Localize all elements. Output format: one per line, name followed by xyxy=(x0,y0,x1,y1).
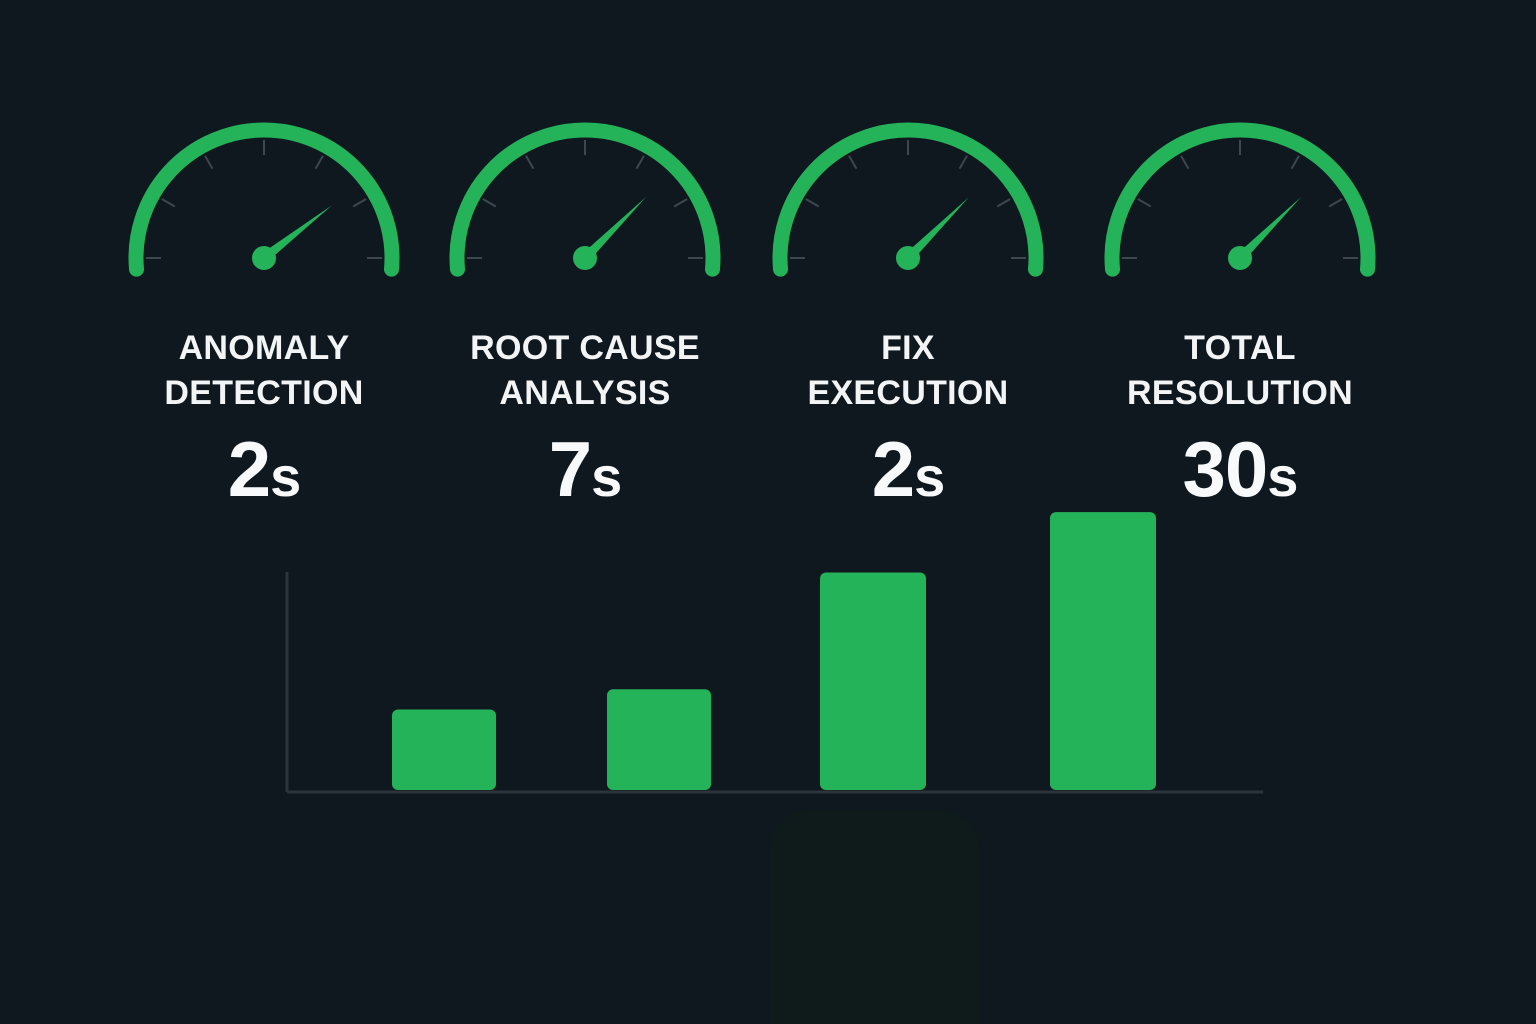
speedometer-icon xyxy=(449,122,721,277)
metric-value: 7s xyxy=(548,425,623,513)
metric-label: FIX EXECUTION xyxy=(807,329,1009,412)
background-silhouette xyxy=(770,810,980,1024)
gauge-card-root-cause-analysis: ROOT CAUSE ANALYSIS 7s xyxy=(435,118,735,520)
metric-value: 30s xyxy=(1182,425,1299,513)
gauge-tick xyxy=(1180,155,1190,170)
gauge-tick xyxy=(352,198,367,208)
speedometer-icon xyxy=(1104,122,1376,277)
gauge-tick xyxy=(1137,198,1152,208)
metric-label: ANOMALY DETECTION xyxy=(164,329,364,412)
gauge-tick xyxy=(1290,155,1300,170)
gauge-tick xyxy=(673,198,688,208)
gauge-tick xyxy=(805,198,820,208)
gauge-hub xyxy=(252,246,276,270)
bar xyxy=(392,709,496,790)
gauge-tick xyxy=(958,155,968,170)
gauge-arc xyxy=(1104,122,1376,277)
bar xyxy=(820,572,926,790)
bar-series xyxy=(392,512,1156,790)
gauge-tick xyxy=(161,198,176,208)
gauge-tick xyxy=(848,155,858,170)
gauge-hub xyxy=(573,246,597,270)
metric-value: 2s xyxy=(871,425,946,513)
gauge-tick xyxy=(482,198,497,208)
gauge-tick xyxy=(1328,198,1343,208)
gauge-needle xyxy=(1236,197,1301,262)
gauge-arc xyxy=(449,122,721,277)
gauge-arc xyxy=(128,122,400,277)
speedometer-icon xyxy=(772,122,1044,277)
gauge-hub xyxy=(1228,246,1252,270)
gauge-card-total-resolution: TOTAL RESOLUTION 30s xyxy=(1090,118,1390,520)
gauge-card-anomaly-detection: ANOMALY DETECTION 2s xyxy=(114,118,414,520)
gauge-card-fix-execution: FIX EXECUTION 2s xyxy=(758,118,1058,520)
speedometer-icon xyxy=(128,122,400,277)
bar xyxy=(1050,512,1156,790)
gauge-tick xyxy=(525,155,535,170)
gauge-needle xyxy=(904,197,969,262)
gauge-tick xyxy=(204,155,214,170)
metric-label: TOTAL RESOLUTION xyxy=(1127,329,1353,412)
metric-label: ROOT CAUSE ANALYSIS xyxy=(470,329,700,412)
gauge-needle xyxy=(260,205,332,262)
bar xyxy=(607,689,711,790)
metric-value: 2s xyxy=(227,425,302,513)
gauge-hub xyxy=(896,246,920,270)
gauge-arc xyxy=(772,122,1044,277)
gauge-tick xyxy=(635,155,645,170)
gauge-tick xyxy=(314,155,324,170)
gauge-tick xyxy=(996,198,1011,208)
gauge-needle xyxy=(581,197,646,262)
